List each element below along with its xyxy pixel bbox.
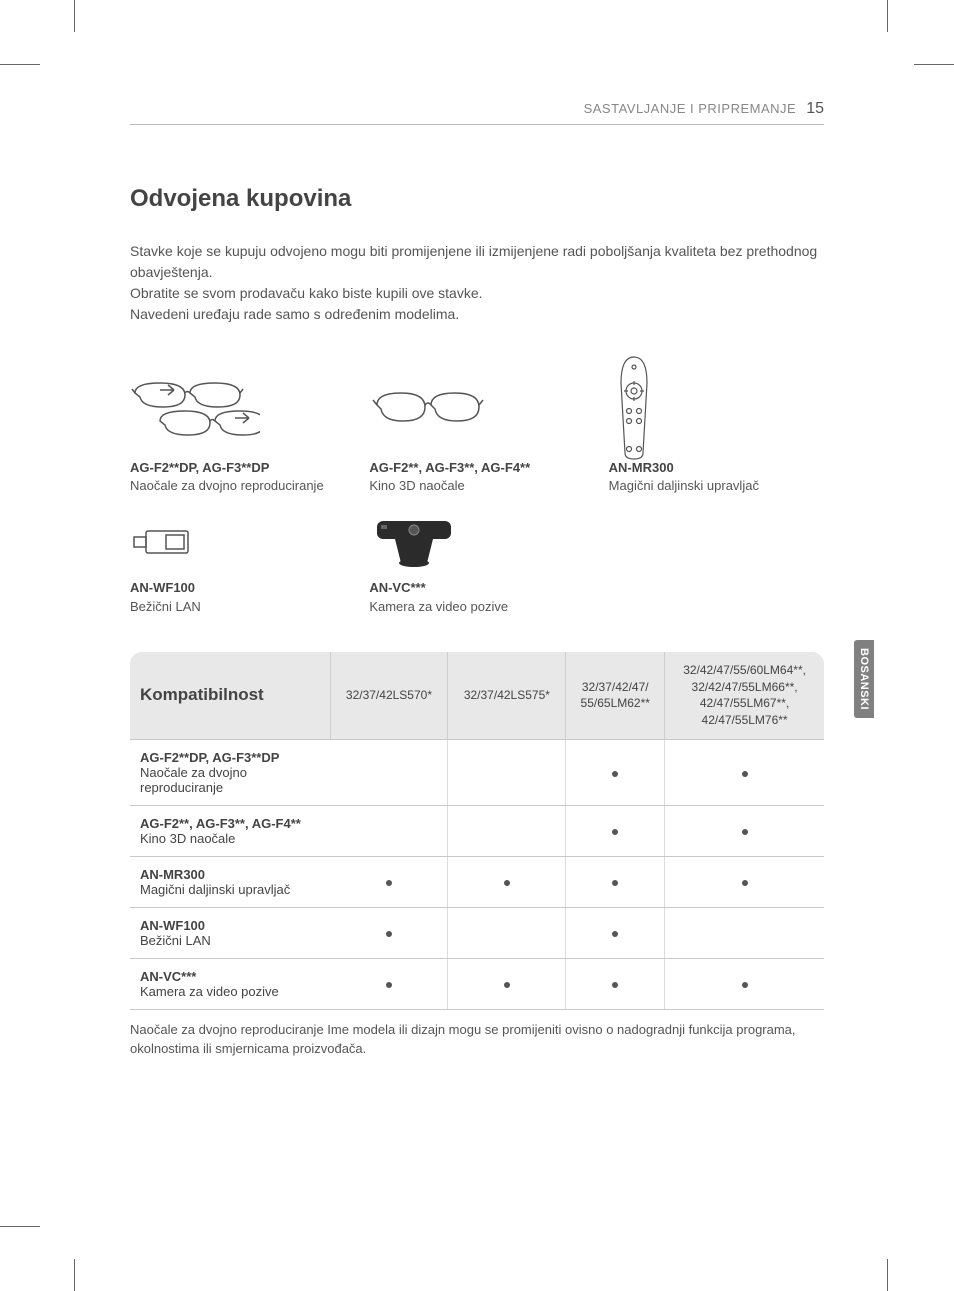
product-model: AN-MR300 [609,459,824,477]
intro-line: Stavke koje se kupuju odvojeno mogu biti… [130,241,824,283]
header-page-number: 15 [806,100,824,118]
video-camera-icon [369,513,584,573]
row-desc: Magični daljinski upravljač [140,882,290,897]
table-row: AG-F2**DP, AG-F3**DPNaočale za dvojno re… [130,739,824,805]
compat-dot-icon [504,982,510,988]
compat-dot-icon [742,880,748,886]
row-desc: Bežični LAN [140,933,211,948]
table-cell [566,907,665,958]
table-row-header: AN-VC***Kamera za video pozive [130,958,330,1009]
table-cell [330,856,448,907]
intro-block: Stavke koje se kupuju odvojeno mogu biti… [130,241,824,325]
table-cell [330,739,448,805]
compat-dot-icon [612,931,618,937]
language-tab: BOSANSKI [854,640,874,718]
compat-dot-icon [386,982,392,988]
table-header-label: Kompatibilnost [130,652,330,740]
table-cell [665,907,824,958]
intro-line: Obratite se svom prodavaču kako biste ku… [130,283,824,304]
compat-dot-icon [612,771,618,777]
table-column-header: 32/37/42LS575* [448,652,566,740]
product-card: AG-F2**, AG-F3**, AG-F4** Kino 3D naočal… [369,363,584,495]
table-cell [665,805,824,856]
table-cell [566,805,665,856]
remote-icon [609,363,824,453]
row-desc: Kino 3D naočale [140,831,235,846]
product-desc: Naočale za dvojno reproduciranje [130,477,345,495]
table-row-header: AN-WF100Bežični LAN [130,907,330,958]
table-cell [330,805,448,856]
table-cell [448,805,566,856]
compatibility-table: Kompatibilnost 32/37/42LS570* 32/37/42LS… [130,652,824,1010]
product-model: AG-F2**DP, AG-F3**DP [130,459,345,477]
table-cell [330,907,448,958]
table-cell [566,856,665,907]
table-cell [448,739,566,805]
table-cell [330,958,448,1009]
row-model: AN-WF100 [140,918,322,933]
wifi-dongle-icon [130,513,345,573]
header-section-title: SASTAVLJANJE I PRIPREMANJE [584,101,797,116]
table-row: AN-WF100Bežični LAN [130,907,824,958]
row-model: AG-F2**, AG-F3**, AG-F4** [140,816,322,831]
compat-dot-icon [742,771,748,777]
compat-dot-icon [742,982,748,988]
product-card: AN-MR300 Magični daljinski upravljač [609,363,824,495]
product-desc: Kamera za video pozive [369,598,584,616]
table-column-header: 32/37/42/47/ 55/65LM62** [566,652,665,740]
product-desc: Kino 3D naočale [369,477,584,495]
table-row-header: AN-MR300Magični daljinski upravljač [130,856,330,907]
compat-dot-icon [612,829,618,835]
row-model: AG-F2**DP, AG-F3**DP [140,750,322,765]
table-cell [566,739,665,805]
table-row-header: AG-F2**DP, AG-F3**DPNaočale za dvojno re… [130,739,330,805]
table-cell [448,958,566,1009]
compat-dot-icon [742,829,748,835]
table-cell [665,739,824,805]
compat-dot-icon [504,880,510,886]
row-desc: Naočale za dvojno reproduciranje [140,765,247,795]
row-model: AN-VC*** [140,969,322,984]
table-cell [448,907,566,958]
product-card: AN-VC*** Kamera za video pozive [369,513,584,615]
row-desc: Kamera za video pozive [140,984,279,999]
product-model: AG-F2**, AG-F3**, AG-F4** [369,459,584,477]
product-desc: Magični daljinski upravljač [609,477,824,495]
intro-line: Navedeni uređaju rade samo s određenim m… [130,304,824,325]
table-column-header: 32/42/47/55/60LM64**, 32/42/47/55LM66**,… [665,652,824,740]
table-row-header: AG-F2**, AG-F3**, AG-F4**Kino 3D naočale [130,805,330,856]
table-footnote: Naočale za dvojno reproduciranje Ime mod… [130,1020,824,1059]
compat-dot-icon [386,880,392,886]
product-card: AG-F2**DP, AG-F3**DP Naočale za dvojno r… [130,363,345,495]
table-row: AN-MR300Magični daljinski upravljač [130,856,824,907]
table-cell [665,958,824,1009]
product-desc: Bežični LAN [130,598,345,616]
table-row: AN-VC***Kamera za video pozive [130,958,824,1009]
cinema-glasses-icon [369,363,584,453]
product-model: AN-WF100 [130,579,345,597]
table-row: AG-F2**, AG-F3**, AG-F4**Kino 3D naočale [130,805,824,856]
table-column-header: 32/37/42LS570* [330,652,448,740]
table-cell [448,856,566,907]
row-model: AN-MR300 [140,867,322,882]
table-cell [566,958,665,1009]
table-cell [665,856,824,907]
dual-glasses-icon [130,363,345,453]
product-card: AN-WF100 Bežični LAN [130,513,345,615]
compat-dot-icon [386,931,392,937]
page-title: Odvojena kupovina [130,185,824,213]
compat-dot-icon [612,880,618,886]
compat-dot-icon [612,982,618,988]
product-model: AN-VC*** [369,579,584,597]
